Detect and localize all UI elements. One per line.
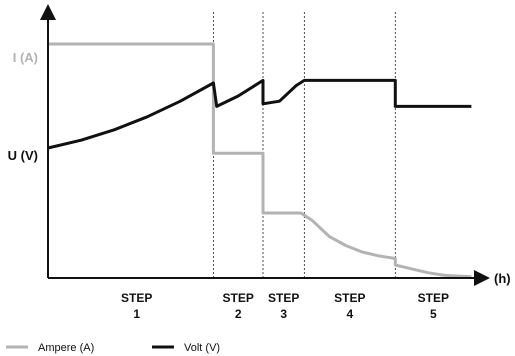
step-number-5: 5 <box>430 307 437 321</box>
step-number-1: 1 <box>133 307 140 321</box>
y-marker-volt: U (V) <box>8 148 38 163</box>
step-label-3: STEP <box>268 291 299 305</box>
series-line-ampere <box>48 42 472 279</box>
step-label-4: STEP <box>334 291 365 305</box>
step-number-2: 2 <box>235 307 242 321</box>
legend-label-ampere: Ampere (A) <box>38 342 94 354</box>
step-label-2: STEP <box>223 291 254 305</box>
y-marker-ampere: I (A) <box>13 50 38 65</box>
step-number-4: 4 <box>346 307 353 321</box>
step-label-1: STEP <box>121 291 152 305</box>
step-labels: STEP 1 STEP 2 STEP 3 STEP 4 STEP 5 <box>121 291 449 321</box>
step-boundary-lines <box>212 12 396 278</box>
legend-label-volt: Volt (V) <box>184 342 220 354</box>
x-axis-label: (h) <box>494 271 511 286</box>
legend: Ampere (A) Volt (V) <box>6 342 220 354</box>
step-label-5: STEP <box>418 291 449 305</box>
series-line-volt <box>47 78 472 150</box>
series-layer <box>47 42 472 279</box>
step-number-3: 3 <box>280 307 287 321</box>
